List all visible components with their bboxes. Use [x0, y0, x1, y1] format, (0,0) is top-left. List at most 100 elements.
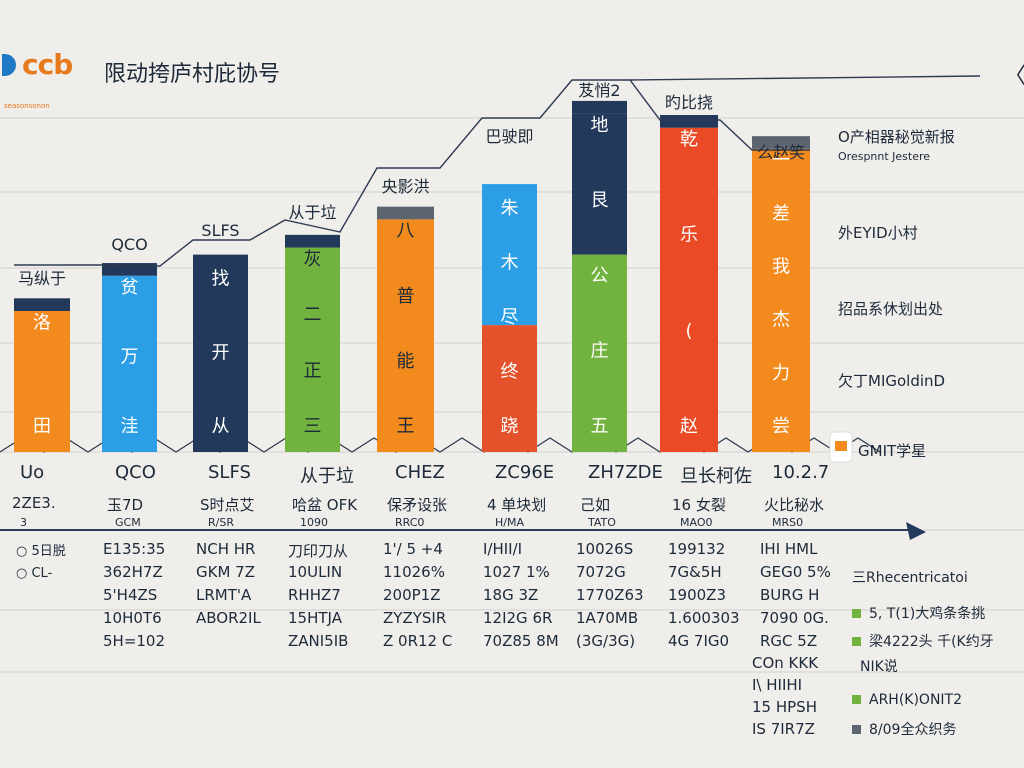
- bar-segment: [660, 127, 718, 452]
- column-subheader: RRC0: [395, 516, 425, 529]
- note-item: ARH(K)ONIT2: [852, 692, 962, 708]
- table-cell: 18G 3Z: [483, 586, 539, 604]
- table-cell: 7090 0G.: [760, 609, 829, 627]
- column-header: CHEZ: [395, 462, 445, 483]
- bar-inner-label: 地: [591, 115, 609, 136]
- bar-segment: [482, 325, 537, 452]
- table-cell: 5H=102: [103, 632, 166, 650]
- bar-top-label: 旳比挠: [665, 93, 713, 112]
- logo-mark-icon: [2, 54, 16, 76]
- table-cell: NCH HR: [196, 540, 256, 558]
- chart-title: 限动挎庐村庇协号: [104, 62, 281, 87]
- bar-inner-label: 正: [304, 360, 322, 381]
- bar-cap: [572, 100, 627, 114]
- bar-inner-label: 尽: [501, 307, 519, 328]
- note-text: 5, T(1)大鸡条条挑: [869, 606, 986, 622]
- column-subheader: H/MA: [495, 516, 524, 529]
- table-cell: 5'H4ZS: [103, 586, 158, 604]
- bar-inner-label: 灰: [304, 249, 322, 270]
- note-swatch-icon: [852, 725, 861, 734]
- legend-marker-swatch: [835, 441, 847, 451]
- row-label: ○ CL-: [16, 566, 52, 581]
- bar-top-label: 芨悄2: [578, 81, 620, 100]
- column-subheader: 保矛设张: [387, 496, 448, 514]
- bar-inner-label: 赵: [680, 416, 698, 437]
- bar-inner-label: 公: [591, 265, 609, 286]
- table-cell: 7G&5H: [668, 563, 722, 581]
- note-text: 8/09全众织务: [869, 722, 957, 738]
- bar-cap: [660, 115, 718, 128]
- table-cell: LRMT'A: [196, 586, 252, 604]
- row-bullet-icon: ○: [16, 544, 32, 559]
- table-cell: COn KKK: [752, 654, 819, 672]
- bar-inner-label: 跷: [501, 416, 519, 437]
- table-cell: 1'/ 5 +4: [383, 540, 443, 558]
- column-subheader: 玉7D: [107, 496, 144, 514]
- table-cell: 1770Z63: [576, 586, 644, 604]
- bar-top-label: 巴驶即: [485, 127, 533, 146]
- bar-inner-label: 洼: [121, 416, 139, 437]
- column-header: 从于垃: [300, 466, 354, 487]
- bar-segment: [752, 148, 810, 452]
- table-cell: IS 7IR7Z: [752, 720, 815, 738]
- bar-inner-label: 王: [397, 416, 415, 437]
- column-header: ZH7ZDE: [588, 462, 663, 483]
- legend-entry: 外EYID小村: [838, 224, 918, 242]
- table-cell: 1027 1%: [483, 563, 550, 581]
- bar-inner-label: 普: [397, 286, 415, 307]
- bar-segment: [482, 184, 537, 326]
- bar-cap: [285, 234, 340, 248]
- column-subheader: S时点艾: [200, 496, 255, 514]
- table-cell: (3G/3G): [576, 632, 636, 650]
- table-cell: 15HTJA: [288, 609, 342, 627]
- table-cell: GKM 7Z: [196, 563, 255, 581]
- bar-segment: [102, 275, 157, 452]
- bar-inner-label: 三: [304, 416, 322, 437]
- column-subheader: MRS0: [772, 516, 804, 529]
- column-subheader: 3: [20, 516, 27, 529]
- note-swatch-icon: [852, 637, 861, 646]
- bar-cap: [377, 206, 434, 220]
- column-subheader: 2ZE3.: [12, 494, 56, 512]
- table-cell: 7072G: [576, 563, 626, 581]
- note-text: ARH(K)ONIT2: [869, 692, 963, 708]
- legend-entry: 欠丁MIGoldinD: [838, 372, 946, 390]
- note-item: 5, T(1)大鸡条条挑: [852, 603, 985, 623]
- table-cell: RHHZ7: [288, 586, 341, 604]
- table-cell: RGC 5Z: [760, 632, 818, 650]
- notes-title: 三Rhecentricatoi: [852, 570, 968, 586]
- table-cell: 1A70MB: [576, 609, 639, 627]
- bar-inner-label: 木: [501, 253, 519, 274]
- table-cell: BURG H: [760, 586, 820, 604]
- table-cell: 1.600303: [668, 609, 740, 627]
- table-cell: 362H7Z: [103, 563, 163, 581]
- column-subheader: MAO0: [680, 516, 713, 529]
- column-subheader: 己如: [580, 496, 611, 514]
- note-item: NIK说: [852, 656, 898, 676]
- table-cell: ZANI5IB: [288, 632, 349, 650]
- table-cell: ABOR2IL: [196, 609, 261, 627]
- bar-inner-label: (: [685, 320, 692, 341]
- bar-inner-label: 从: [212, 416, 230, 437]
- bar-segment: [285, 247, 340, 452]
- bar-segment: [572, 254, 627, 452]
- brand-logo: ccb: [2, 48, 73, 81]
- note-swatch-icon: [852, 695, 861, 704]
- table-cell: 10H0T6: [103, 609, 162, 627]
- bar-segment: [377, 219, 434, 452]
- bar-cap: [14, 298, 70, 311]
- column-subheader: R/SR: [208, 516, 234, 529]
- bar-inner-label: 终: [501, 362, 519, 383]
- bar-inner-label: 我: [772, 256, 790, 277]
- bar-segment: [14, 311, 70, 452]
- bar-inner-label: 朱: [501, 198, 519, 219]
- table-cell: 70Z85 8M: [483, 632, 559, 650]
- legend-entry: O产相器秘觉新报: [838, 128, 955, 146]
- table-arrow-icon: [906, 522, 926, 540]
- bar-segment: [193, 254, 248, 452]
- chart-subtitle: seasonsonon: [4, 102, 50, 110]
- legend-entry: Orespnnt Jestere: [838, 150, 931, 163]
- trend-line-tail: [629, 75, 981, 81]
